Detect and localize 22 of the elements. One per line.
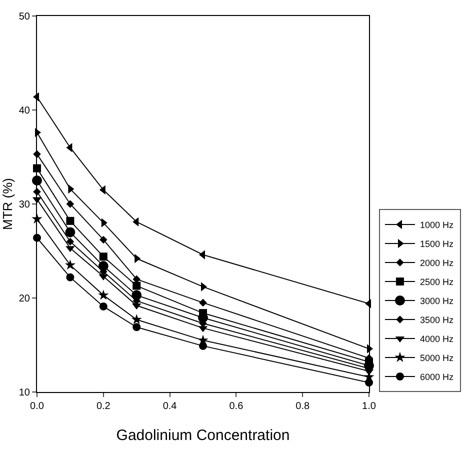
legend-label: 1500 Hz: [420, 239, 454, 250]
x-tick-label: 0.6: [229, 401, 244, 412]
y-tick-label: 10: [18, 388, 30, 398]
y-tick-label: 50: [18, 12, 30, 22]
y-axis-title: MTR (%): [0, 178, 15, 230]
legend-label: 2000 Hz: [420, 258, 454, 268]
x-tick-label: 0.8: [296, 401, 310, 412]
x-tick-label: 0.4: [162, 401, 178, 412]
legend-label: 2500 Hz: [420, 277, 454, 288]
legend-label: 5000 Hz: [420, 353, 454, 364]
legend-label: 3000 Hz: [420, 296, 454, 306]
x-tick-label: 0.2: [96, 401, 111, 412]
x-tick-label: 1.0: [362, 401, 376, 412]
legend-label: 1000 Hz: [420, 220, 454, 230]
legend-label: 3500 Hz: [420, 315, 454, 326]
x-tick-label: 0.0: [30, 401, 44, 412]
y-tick-label: 20: [18, 294, 30, 304]
x-axis-title: Gadolinium Concentration: [116, 427, 290, 444]
legend-label: 4000 Hz: [420, 334, 454, 344]
legend-label: 6000 Hz: [420, 372, 454, 382]
y-tick-label: 30: [18, 200, 30, 210]
y-tick-label: 40: [18, 106, 30, 116]
